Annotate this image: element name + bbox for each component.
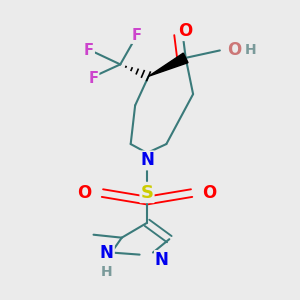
Text: N: N xyxy=(140,152,154,169)
Text: O: O xyxy=(202,184,217,202)
Text: H: H xyxy=(245,44,257,57)
Text: H: H xyxy=(101,265,113,279)
Text: F: F xyxy=(88,71,98,86)
Text: O: O xyxy=(77,184,92,202)
Text: S: S xyxy=(140,184,154,202)
Text: O: O xyxy=(227,41,242,59)
Text: O: O xyxy=(178,22,193,40)
Text: F: F xyxy=(132,28,142,43)
Text: F: F xyxy=(84,43,94,58)
Polygon shape xyxy=(148,53,188,76)
Text: N: N xyxy=(100,244,114,262)
Text: N: N xyxy=(155,251,169,269)
